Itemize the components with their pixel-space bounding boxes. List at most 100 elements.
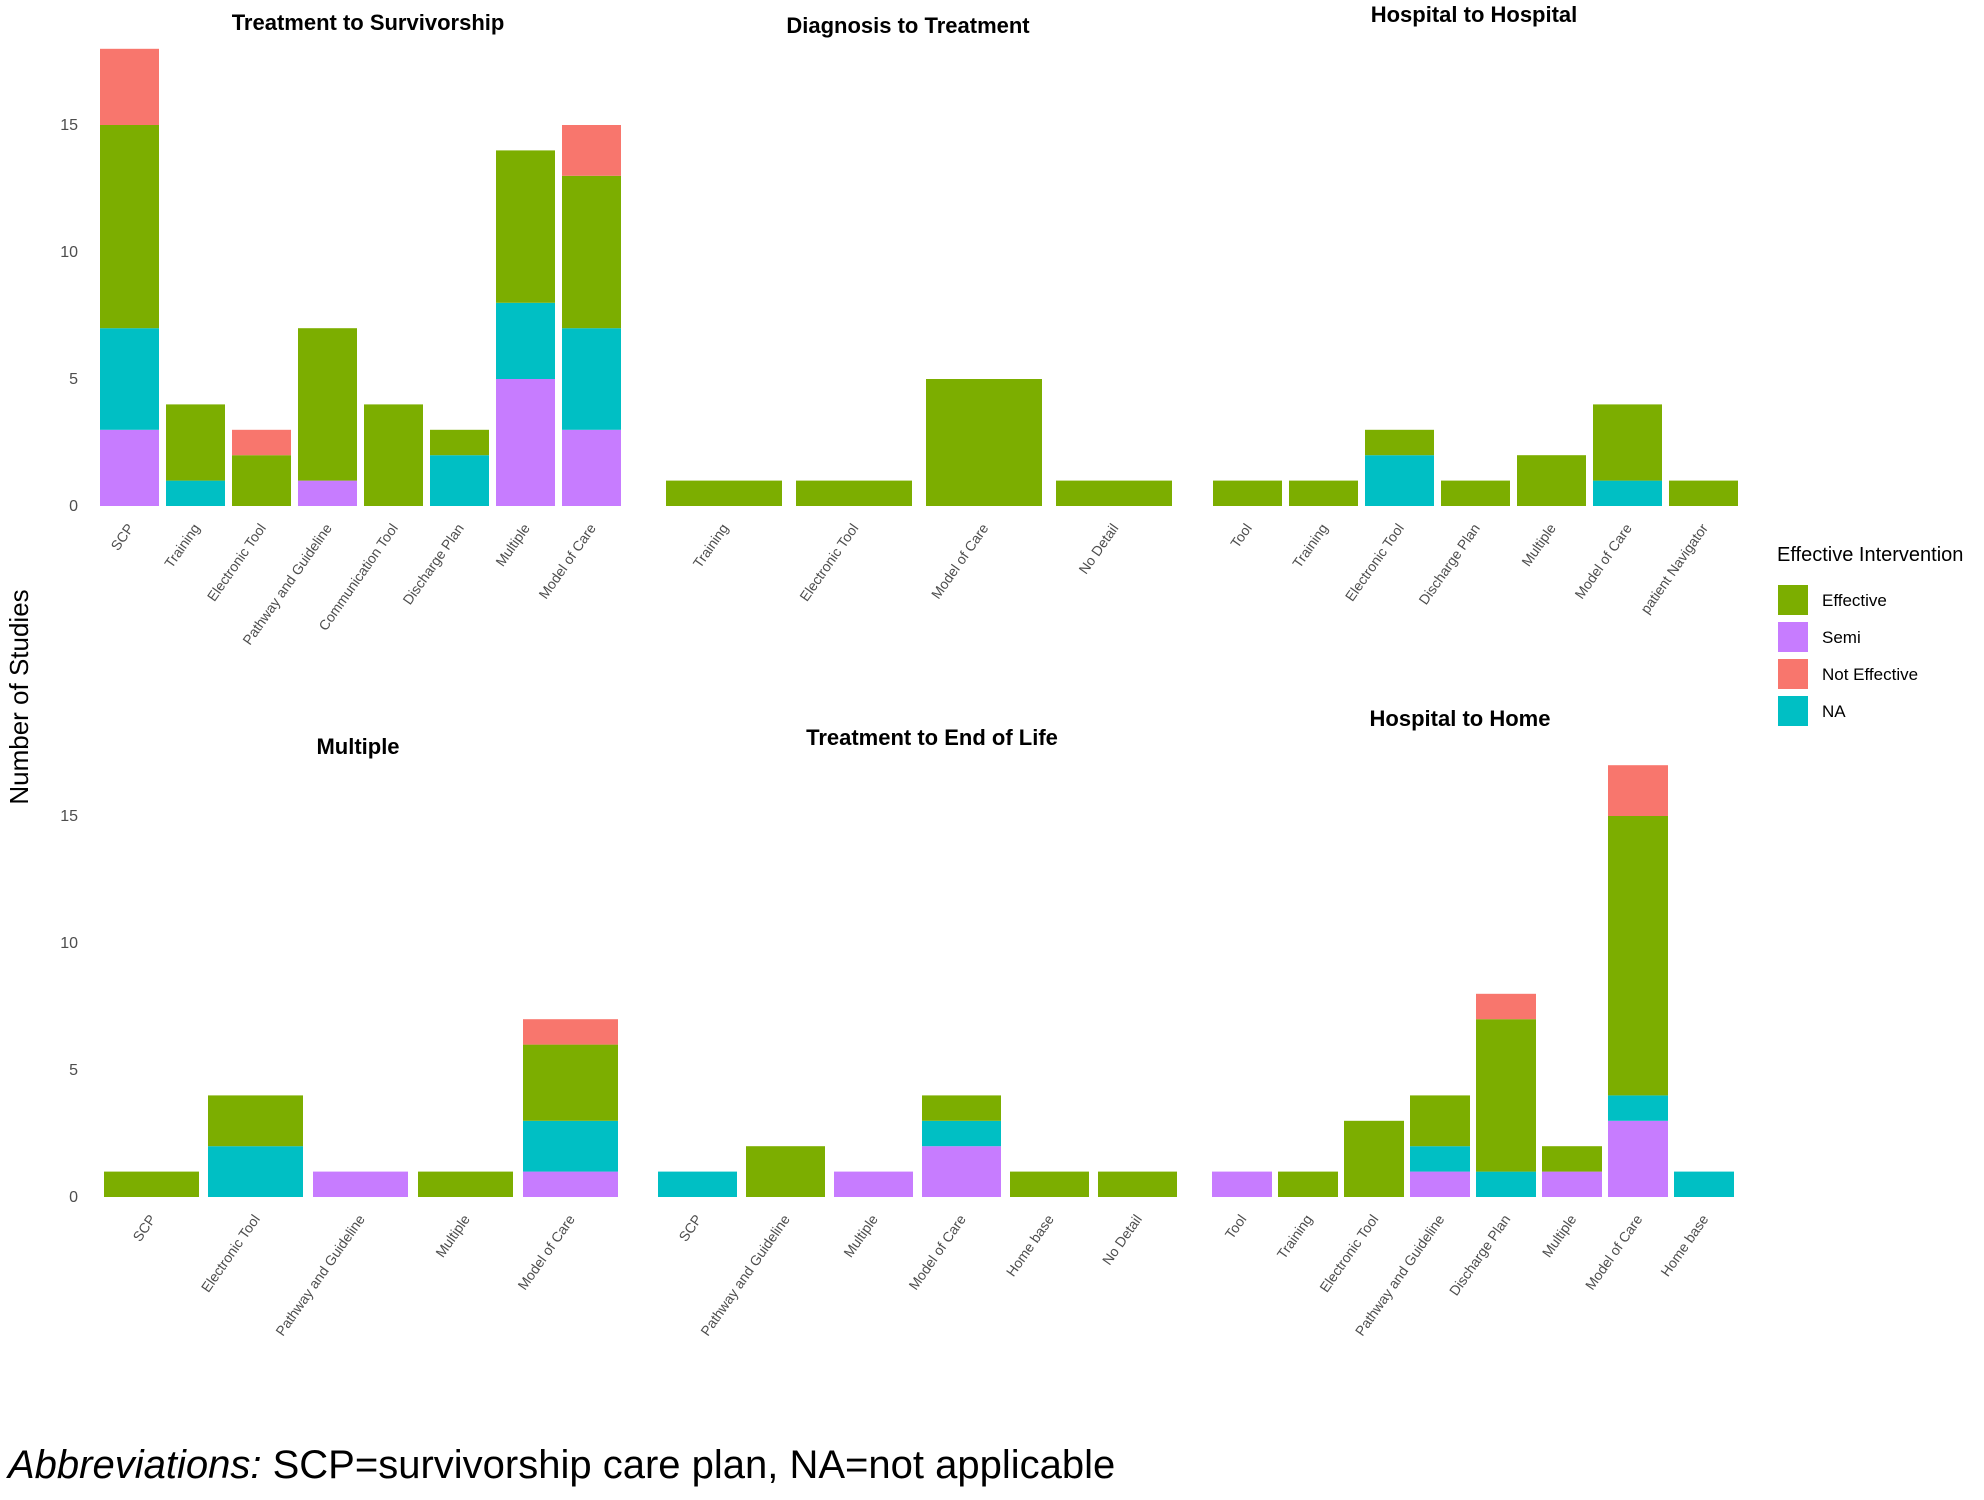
bar-segment-effective bbox=[1542, 1146, 1602, 1172]
bar-segment-semi bbox=[496, 379, 555, 506]
bar-segment-effective bbox=[1669, 480, 1738, 506]
x-tick-label: Electronic Tool bbox=[1316, 1212, 1381, 1296]
x-tick-label: SCP bbox=[129, 1212, 159, 1245]
bar-segment-effective bbox=[922, 1095, 1001, 1121]
bar-segment-effective bbox=[1344, 1120, 1404, 1197]
x-tick-label: SCP bbox=[107, 521, 137, 554]
x-tick-label: Electronic Tool bbox=[796, 521, 861, 605]
x-tick-label: Home base bbox=[1003, 1211, 1057, 1279]
bar-segment-semi bbox=[922, 1146, 1001, 1197]
bar-segment-effective bbox=[298, 328, 357, 481]
x-tick-label: Discharge Plan bbox=[1446, 1212, 1514, 1299]
legend-swatch-semi bbox=[1778, 622, 1808, 652]
legend-label: Not Effective bbox=[1822, 665, 1918, 684]
bar-segment-not-effective bbox=[1476, 993, 1536, 1020]
bar-segment-semi bbox=[1410, 1171, 1470, 1197]
bar-segment-na bbox=[1365, 455, 1434, 506]
bar-segment-effective bbox=[1289, 480, 1358, 506]
x-tick-label: Multiple bbox=[1518, 520, 1559, 569]
abbreviations-footnote: Abbreviations: SCP=survivorship care pla… bbox=[8, 1443, 1115, 1488]
bar-segment-effective bbox=[666, 480, 782, 506]
bar-segment-effective bbox=[430, 429, 489, 456]
bar-segment-effective bbox=[562, 175, 621, 329]
bar-segment-effective bbox=[1098, 1171, 1177, 1197]
bar-segment-effective bbox=[1213, 480, 1282, 506]
bar-segment-effective bbox=[1056, 480, 1172, 506]
bar-segment-effective bbox=[1608, 816, 1668, 1096]
bar-segment-effective bbox=[1410, 1095, 1470, 1147]
bar-segment-effective bbox=[523, 1044, 618, 1121]
panel-title: Diagnosis to Treatment bbox=[786, 13, 1030, 38]
footnote-text: SCP=survivorship care plan, NA=not appli… bbox=[261, 1443, 1116, 1487]
x-tick-label: Tool bbox=[1222, 1212, 1250, 1242]
panel-hospital-to-hospital: Hospital to Hospital Tool Training Electron… bbox=[1213, 2, 1738, 616]
x-tick-label: Electronic Tool bbox=[1342, 521, 1407, 605]
x-tick-label: Electronic Tool bbox=[198, 1212, 263, 1296]
x-tick-label: No Detail bbox=[1099, 1212, 1145, 1268]
x-tick-label: Model of Care bbox=[1582, 1211, 1646, 1292]
bar-segment-effective bbox=[418, 1171, 513, 1197]
y-tick-label: 15 bbox=[60, 808, 78, 825]
panel-title: Hospital to Home bbox=[1370, 706, 1551, 731]
bar-segment-na bbox=[1410, 1146, 1470, 1172]
bar-segment-effective bbox=[104, 1171, 199, 1197]
y-tick-label: 5 bbox=[69, 371, 78, 388]
x-tick-label: Training bbox=[690, 521, 732, 571]
bar-segment-effective bbox=[208, 1095, 303, 1147]
bar-segment-effective bbox=[1517, 455, 1586, 506]
bar-segment-not-effective bbox=[232, 429, 291, 456]
x-tick-label: No Detail bbox=[1075, 521, 1121, 577]
legend-items: Effective Semi Not Effective NA bbox=[1778, 585, 1918, 726]
bar-segment-semi bbox=[562, 429, 621, 506]
bar-segment-effective bbox=[100, 125, 159, 329]
x-tick-label: Multiple bbox=[492, 520, 533, 569]
bar-segment-effective bbox=[166, 404, 225, 481]
bar-segment-semi bbox=[1608, 1120, 1668, 1197]
legend-label: NA bbox=[1822, 702, 1846, 721]
footnote-label: Abbreviations: bbox=[8, 1443, 262, 1487]
bar-segment-not-effective bbox=[523, 1019, 618, 1045]
bar-segment-na bbox=[430, 455, 489, 506]
bar-segment-semi bbox=[834, 1171, 913, 1197]
y-tick-label: 15 bbox=[60, 117, 78, 134]
bar-segment-effective bbox=[496, 150, 555, 303]
panel-title: Treatment to End of Life bbox=[806, 725, 1058, 750]
bar-segment-na bbox=[166, 480, 225, 506]
bar-segment-na bbox=[922, 1120, 1001, 1147]
bar-segment-semi bbox=[1542, 1171, 1602, 1197]
x-tick-label: Multiple bbox=[432, 1211, 473, 1260]
bar-segment-effective bbox=[746, 1146, 825, 1197]
bar-segment-effective bbox=[1010, 1171, 1089, 1197]
y-tick-label: 5 bbox=[69, 1062, 78, 1079]
bar-segment-na bbox=[208, 1146, 303, 1197]
bar-segment-na bbox=[1593, 480, 1662, 506]
panel-title: Multiple bbox=[316, 734, 399, 759]
x-tick-label: Pathway and Guideline bbox=[697, 1211, 793, 1338]
x-tick-label: Tool bbox=[1227, 521, 1255, 551]
bar-segment-semi bbox=[1212, 1171, 1272, 1197]
x-tick-label: Model of Care bbox=[535, 520, 599, 601]
x-tick-label: Model of Care bbox=[905, 1211, 969, 1292]
bar-segment-effective bbox=[232, 455, 291, 506]
bar-segment-effective bbox=[926, 379, 1042, 506]
bar-segment-na bbox=[100, 328, 159, 430]
x-tick-label: Multiple bbox=[1539, 1211, 1580, 1260]
bar-segment-effective bbox=[1441, 480, 1510, 506]
x-tick-label: patient Navigator bbox=[1637, 520, 1711, 616]
x-tick-label: Pathway and Guideline bbox=[272, 1211, 368, 1338]
bar-segment-semi bbox=[100, 429, 159, 506]
bar-segment-na bbox=[1674, 1171, 1734, 1197]
bar-segment-effective bbox=[1365, 429, 1434, 456]
chart-panels: Treatment to Survivorship 0 5 10 15 SCP Traini… bbox=[60, 2, 1738, 1339]
x-tick-label: Training bbox=[1274, 1212, 1316, 1262]
x-tick-label: SCP bbox=[675, 1212, 705, 1245]
x-tick-label: Training bbox=[161, 521, 203, 571]
bar-segment-na bbox=[1608, 1095, 1668, 1121]
x-tick-label: Electronic Tool bbox=[204, 521, 269, 605]
bar-segment-na bbox=[658, 1171, 737, 1197]
x-tick-label: Discharge Plan bbox=[399, 521, 467, 608]
bar-segment-semi bbox=[313, 1171, 408, 1197]
y-tick-label: 10 bbox=[60, 935, 78, 952]
